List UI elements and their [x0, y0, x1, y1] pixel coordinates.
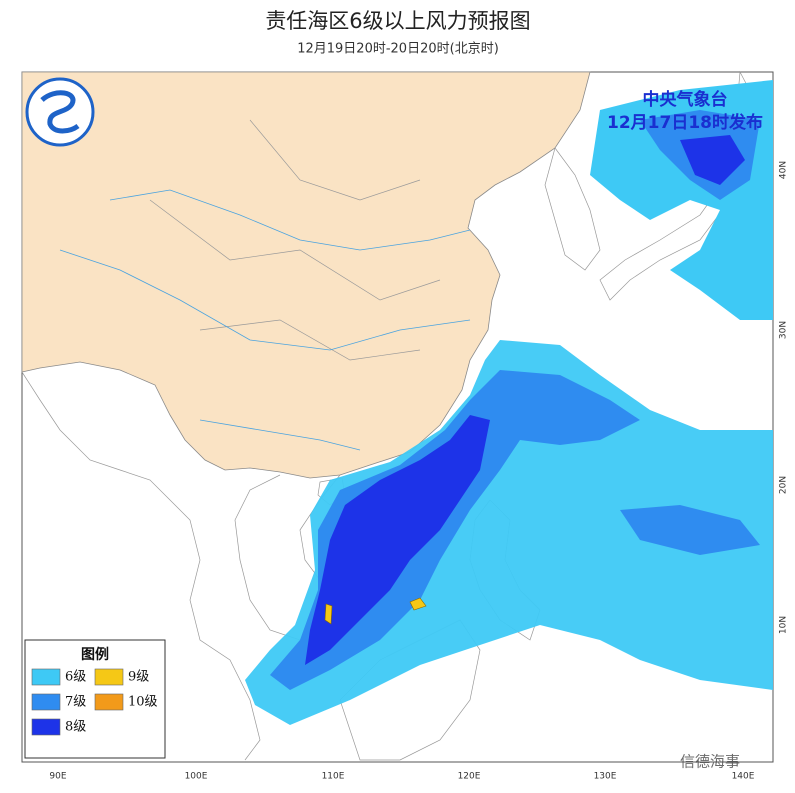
lat-label: 30N — [779, 321, 789, 339]
wind-area-8 — [680, 135, 745, 185]
lat-label: 40N — [779, 161, 789, 179]
legend-swatch — [94, 668, 124, 686]
title: 责任海区6级以上风力预报图 — [265, 9, 530, 33]
legend-swatch — [31, 718, 61, 736]
lon-label: 100E — [185, 772, 208, 782]
lon-label: 130E — [594, 772, 617, 782]
province-border — [149, 119, 441, 361]
legend-label: 8级 — [65, 720, 86, 735]
lat-label: 20N — [779, 476, 789, 494]
legend-title: 图例 — [81, 646, 109, 663]
lon-label: 140E — [732, 772, 755, 782]
wind-area-8 — [305, 415, 490, 665]
issue-time: 12月17日18时发布 — [607, 112, 763, 133]
legend-label: 7级 — [65, 695, 86, 710]
legend-swatch — [31, 693, 61, 711]
legend: 图例 6级 7级 8级 9级 10级 — [24, 639, 166, 759]
river — [199, 419, 361, 451]
legend-label: 6级 — [65, 670, 86, 685]
legend-swatch — [94, 693, 124, 711]
lon-label: 90E — [49, 772, 66, 782]
legend-swatch — [31, 668, 61, 686]
subtitle: 12月19日20时-20日20时(北京时) — [297, 42, 499, 57]
wind-area-9 — [409, 597, 427, 611]
land-outline — [21, 371, 261, 761]
legend-label: 10级 — [128, 695, 158, 710]
lon-label: 110E — [322, 772, 345, 782]
issuer-name: 中央气象台 — [643, 89, 728, 110]
korea-outline — [544, 147, 601, 271]
river — [59, 189, 471, 351]
wind-area-9 — [324, 603, 333, 625]
logo — [25, 77, 95, 147]
legend-label: 9级 — [128, 670, 149, 685]
map-area — [21, 70, 774, 763]
wind-area-7 — [620, 505, 760, 555]
lat-label: 10N — [779, 616, 789, 634]
watermark: 信德海事 — [680, 753, 740, 771]
lon-label: 120E — [458, 772, 481, 782]
